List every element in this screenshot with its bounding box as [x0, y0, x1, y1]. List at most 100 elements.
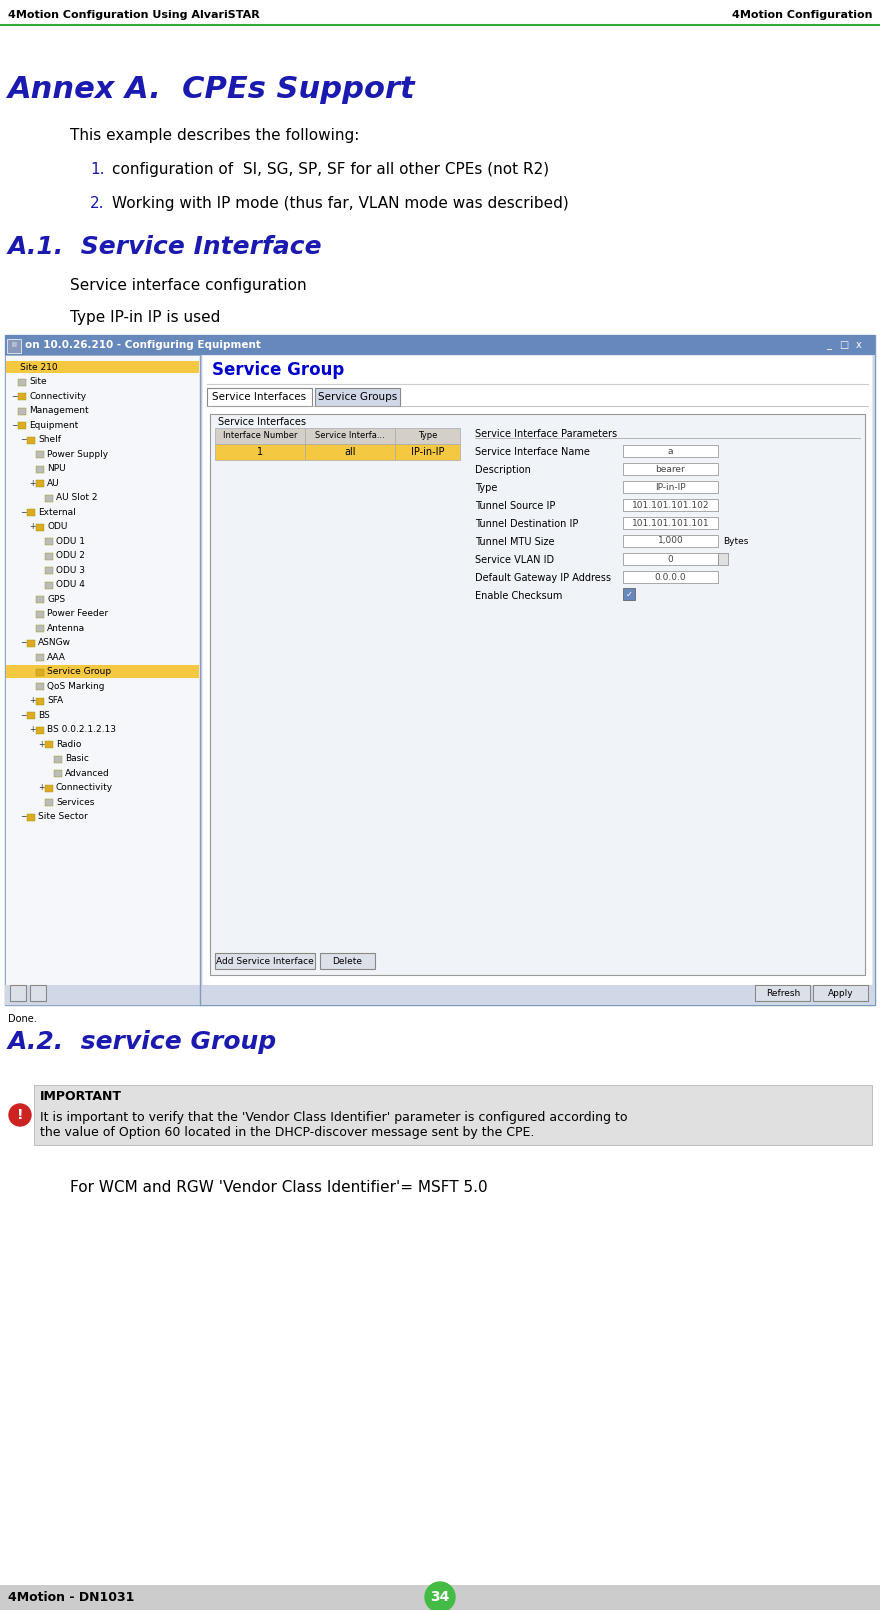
Bar	[395, 444, 460, 460]
Text: Services: Services	[56, 797, 94, 807]
Bar	[36, 610, 44, 618]
Text: Type: Type	[418, 431, 437, 441]
Text: AAA: AAA	[47, 652, 66, 662]
Text: ODU 2: ODU 2	[56, 551, 84, 560]
Text: ASNGw: ASNGw	[38, 638, 71, 647]
Text: Enable Checksum: Enable Checksum	[475, 591, 562, 601]
Text: Service Group: Service Group	[47, 667, 111, 676]
Bar	[5, 335, 875, 354]
Text: Bytes: Bytes	[723, 536, 748, 546]
Bar	[623, 499, 718, 510]
Text: Delete: Delete	[332, 956, 362, 966]
Text: □: □	[840, 340, 848, 349]
Text: +: +	[38, 739, 44, 749]
Text: +: +	[29, 696, 35, 705]
Text: 101.101.101.101: 101.101.101.101	[632, 518, 709, 528]
Text: Refresh: Refresh	[766, 989, 800, 998]
Bar	[45, 494, 53, 502]
Bar	[27, 639, 35, 647]
Text: _: _	[826, 340, 832, 349]
Text: Tunnel Source IP: Tunnel Source IP	[475, 501, 555, 510]
Text: on 10.0.26.210 - Configuring Equipment: on 10.0.26.210 - Configuring Equipment	[25, 340, 260, 349]
Bar	[45, 581, 53, 589]
Bar	[27, 712, 35, 720]
Text: ODU 3: ODU 3	[56, 565, 85, 575]
Text: Add Service Interface: Add Service Interface	[216, 956, 314, 966]
Text: −: −	[11, 420, 18, 430]
Text: −: −	[11, 391, 18, 401]
Bar	[36, 697, 44, 705]
Bar	[45, 538, 53, 546]
Bar	[18, 407, 26, 415]
Bar	[45, 552, 53, 560]
Circle shape	[9, 1104, 31, 1125]
Text: 0: 0	[668, 554, 673, 563]
Bar	[36, 596, 44, 604]
Text: Power Feeder: Power Feeder	[47, 609, 108, 618]
Text: It is important to verify that the 'Vendor Class Identifier' parameter is config: It is important to verify that the 'Vend…	[40, 1111, 627, 1124]
Text: Tunnel Destination IP: Tunnel Destination IP	[475, 518, 578, 530]
Text: Service Interfaces: Service Interfaces	[212, 391, 306, 402]
Text: 1: 1	[257, 448, 263, 457]
Text: 1.: 1.	[90, 163, 105, 177]
Bar	[27, 509, 35, 517]
Bar	[18, 378, 26, 386]
Text: Default Gateway IP Address: Default Gateway IP Address	[475, 573, 611, 583]
Bar	[623, 535, 718, 547]
Bar	[36, 480, 44, 488]
Text: Type IP-in IP is used: Type IP-in IP is used	[70, 311, 220, 325]
Text: Interface Number: Interface Number	[223, 431, 297, 441]
Text: +: +	[29, 522, 35, 531]
Text: Annex A.  CPEs Support: Annex A. CPEs Support	[8, 76, 415, 105]
Bar	[315, 388, 400, 406]
Text: Service Interfa...: Service Interfa...	[315, 431, 385, 441]
Bar	[5, 335, 875, 1005]
Text: 4Motion Configuration: 4Motion Configuration	[731, 10, 872, 19]
Text: the value of Option 60 located in the DHCP-discover message sent by the CPE.: the value of Option 60 located in the DH…	[40, 1125, 534, 1138]
Text: −: −	[20, 710, 26, 720]
Text: Tunnel MTU Size: Tunnel MTU Size	[475, 538, 554, 547]
Text: −: −	[20, 507, 26, 517]
Text: Antenna: Antenna	[47, 623, 85, 633]
Bar	[36, 654, 44, 662]
Text: Description: Description	[475, 465, 531, 475]
Text: Site Sector: Site Sector	[38, 813, 88, 821]
Text: External: External	[38, 507, 76, 517]
Text: Equipment: Equipment	[29, 420, 78, 430]
Text: 1,000: 1,000	[657, 536, 684, 546]
Bar	[36, 451, 44, 459]
Text: NPU: NPU	[47, 464, 66, 473]
Text: −: −	[20, 813, 26, 821]
Text: IP-in-IP: IP-in-IP	[656, 483, 686, 491]
Text: Connectivity: Connectivity	[56, 782, 114, 792]
Bar	[202, 354, 873, 1001]
Text: 4Motion Configuration Using AlvariSTAR: 4Motion Configuration Using AlvariSTAR	[8, 10, 260, 19]
Bar	[34, 1085, 872, 1145]
Text: ODU 4: ODU 4	[56, 580, 84, 589]
Bar	[27, 813, 35, 821]
Text: Done.: Done.	[8, 1014, 37, 1024]
Text: This example describes the following:: This example describes the following:	[70, 129, 359, 143]
Text: AU Slot 2: AU Slot 2	[56, 493, 98, 502]
Bar	[623, 444, 718, 457]
Bar	[18, 393, 26, 401]
Text: ✓: ✓	[626, 589, 633, 599]
Bar	[207, 388, 312, 406]
Bar	[7, 340, 21, 353]
Bar	[36, 465, 44, 473]
Bar	[36, 625, 44, 633]
Bar	[6, 665, 199, 678]
Text: BS: BS	[38, 710, 50, 720]
Text: Radio: Radio	[56, 739, 81, 749]
Text: +: +	[29, 478, 35, 488]
Text: ODU: ODU	[47, 522, 68, 531]
Text: BS 0.0.2.1.2.13: BS 0.0.2.1.2.13	[47, 724, 116, 734]
Bar	[10, 985, 26, 1001]
Text: −: −	[20, 435, 26, 444]
Text: Management: Management	[29, 406, 89, 415]
Bar	[755, 985, 810, 1001]
Bar	[623, 572, 718, 583]
Bar	[215, 444, 305, 460]
Text: 0.0.0.0: 0.0.0.0	[655, 573, 686, 581]
Bar	[210, 414, 865, 976]
